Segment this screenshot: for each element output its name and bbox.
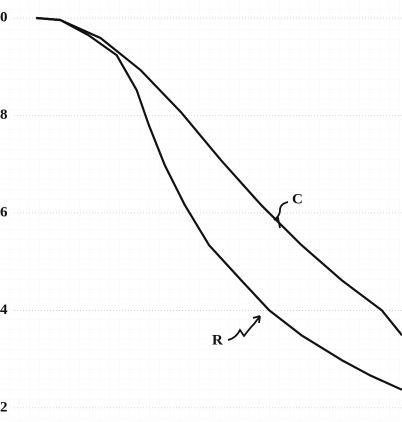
y-tick-label: 4 (0, 302, 8, 318)
y-tick-label: 6 (0, 204, 8, 220)
leader-r (227, 315, 261, 341)
curve (36, 16, 402, 391)
label-c: C (292, 191, 303, 207)
label-r: R (212, 332, 223, 348)
y-tick-label: 0 (0, 9, 8, 25)
y-tick-label: 8 (0, 107, 8, 123)
curve (36, 16, 402, 336)
y-tick-label: 2 (0, 399, 8, 415)
